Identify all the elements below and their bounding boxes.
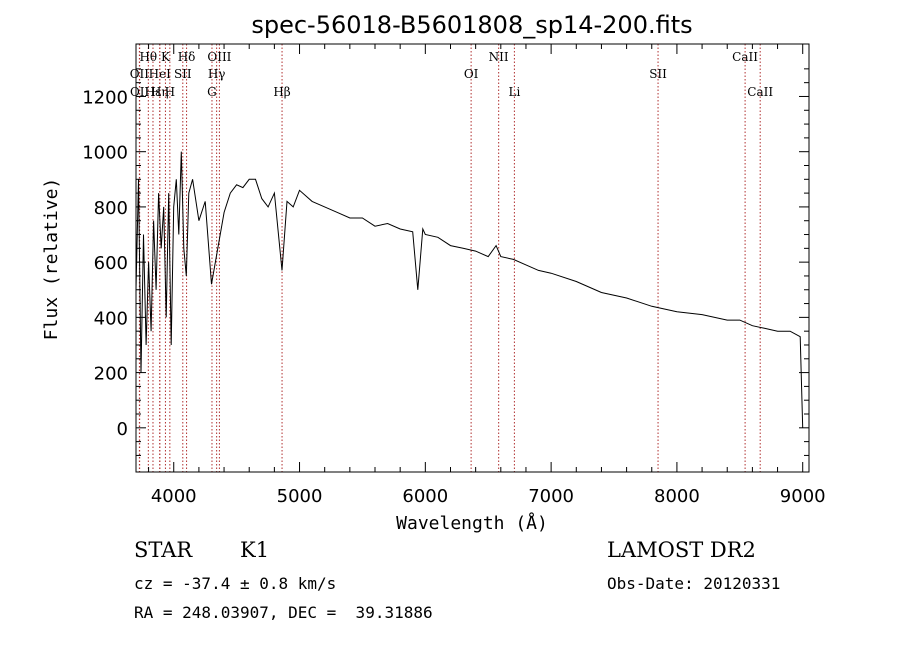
spectral-line-label: Hδ <box>178 50 196 64</box>
y-tick-label: 1000 <box>82 143 128 164</box>
axis-ticks: 4000 5000 6000 7000 8000 9000 0 200 400 600 800 100… <box>82 44 826 507</box>
x-tick-label: 5000 <box>277 486 323 507</box>
spectral-line-label: Hε <box>145 85 162 99</box>
spectral-line-label: Li <box>508 85 520 99</box>
y-tick-label: 400 <box>94 308 128 329</box>
spectral-line-label: Hβ <box>273 85 290 99</box>
spectral-line-label: CaII <box>732 50 758 64</box>
spectral-line-label: OI <box>464 67 479 81</box>
x-tick-label: 8000 <box>654 486 700 507</box>
spectral-line-label: OIII <box>207 50 231 64</box>
spectral-line-label: SII <box>649 67 667 81</box>
y-tick-label: 200 <box>94 364 128 385</box>
object-subclass: K1 <box>240 538 270 562</box>
spectral-line-label: OII <box>130 67 150 81</box>
spectral-line-label: HeI <box>149 67 172 81</box>
x-tick-label: 9000 <box>780 486 826 507</box>
spectral-line-label: SII <box>174 67 192 81</box>
spectral-line-label: G <box>207 85 217 99</box>
survey-name: LAMOST DR2 <box>607 538 756 562</box>
chart-title: spec-56018-B5601808_sp14-200.fits <box>251 11 692 39</box>
y-axis-title: Flux (relative) <box>41 178 62 341</box>
y-tick-label: 0 <box>117 419 128 440</box>
x-tick-label: 6000 <box>402 486 448 507</box>
y-tick-label: 600 <box>94 253 128 274</box>
observation-date: Obs-Date: 20120331 <box>607 574 781 593</box>
spectral-line-label: OII <box>130 85 150 99</box>
y-tick-label: 1200 <box>82 87 128 108</box>
coordinates: RA = 248.03907, DEC = 39.31886 <box>134 603 433 622</box>
x-tick-label: 4000 <box>151 486 197 507</box>
spectral-line-label: Hθ <box>139 50 157 64</box>
x-axis-title: Wavelength (Å) <box>396 512 548 534</box>
y-tick-label: 800 <box>94 198 128 219</box>
spectral-line-label: Hη <box>151 85 169 99</box>
spectrum-series-line <box>135 151 804 428</box>
x-tick-label: 7000 <box>528 486 574 507</box>
plot-frame <box>135 43 810 473</box>
spectral-line-label: H <box>165 85 175 99</box>
spectral-line-label: CaII <box>747 85 773 99</box>
spectral-line-label: Hγ <box>208 67 226 81</box>
spectral-line-label: K <box>161 50 171 64</box>
redshift-cz: cz = -37.4 ± 0.8 km/s <box>134 574 337 593</box>
spectral-line-label: NII <box>489 50 509 64</box>
object-class: STAR <box>134 538 193 562</box>
